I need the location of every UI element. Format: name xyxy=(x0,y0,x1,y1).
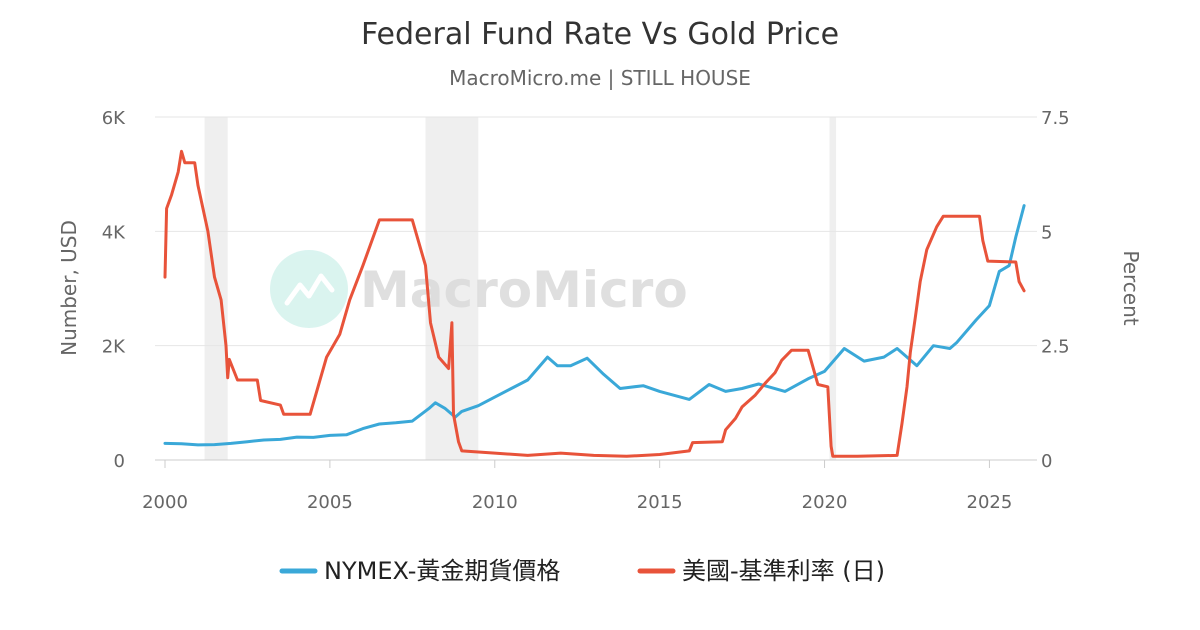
x-axis-ticks: 2000 2005 2010 2015 2020 2025 xyxy=(142,460,1012,513)
watermark-chart-icon xyxy=(284,273,335,306)
y-left-tick-label: 6K xyxy=(102,108,126,129)
chart-subtitle: MacroMicro.me | STILL HOUSE xyxy=(449,66,751,90)
y-left-axis-title: Number, USD xyxy=(57,220,81,356)
chart-title: Federal Fund Rate Vs Gold Price xyxy=(361,17,839,52)
legend-item-gold[interactable]: NYMEX-黃金期貨價格 xyxy=(279,557,560,585)
x-tick-label: 2015 xyxy=(637,492,683,513)
gridlines xyxy=(155,116,1037,347)
y-right-tick-label: 7.5 xyxy=(1041,108,1070,129)
legend-label-gold: NYMEX-黃金期貨價格 xyxy=(324,557,560,585)
watermark: MacroMicro xyxy=(270,250,688,328)
x-tick-label: 2005 xyxy=(307,492,353,513)
y-left-tick-label: 2K xyxy=(102,337,126,358)
y-right-tick-label: 5 xyxy=(1041,222,1052,243)
watermark-text: MacroMicro xyxy=(360,261,688,319)
series-line-gold xyxy=(163,204,1026,447)
legend-label-rate: 美國-基準利率 (日) xyxy=(682,557,885,585)
y-axis-ticks: 0 2K 4K 6K 0 2.5 5 7.5 xyxy=(102,108,1070,472)
series-lines xyxy=(163,149,1026,458)
y-right-axis-title: Percent xyxy=(1119,250,1143,325)
recession-band xyxy=(204,117,228,460)
y-left-tick-label: 4K xyxy=(102,222,126,243)
y-left-tick-label: 0 xyxy=(114,451,125,472)
x-tick-label: 2025 xyxy=(967,492,1013,513)
x-tick-label: 2000 xyxy=(142,492,188,513)
series-line-rate xyxy=(163,149,1026,458)
y-right-tick-label: 0 xyxy=(1041,451,1052,472)
watermark-logo-circle xyxy=(270,250,348,328)
recession-band xyxy=(829,117,837,460)
y-right-tick-label: 2.5 xyxy=(1041,337,1070,358)
legend-item-rate[interactable]: 美國-基準利率 (日) xyxy=(637,557,885,585)
legend: NYMEX-黃金期貨價格 美國-基準利率 (日) xyxy=(279,557,885,585)
x-tick-label: 2010 xyxy=(472,492,518,513)
x-tick-label: 2020 xyxy=(802,492,848,513)
